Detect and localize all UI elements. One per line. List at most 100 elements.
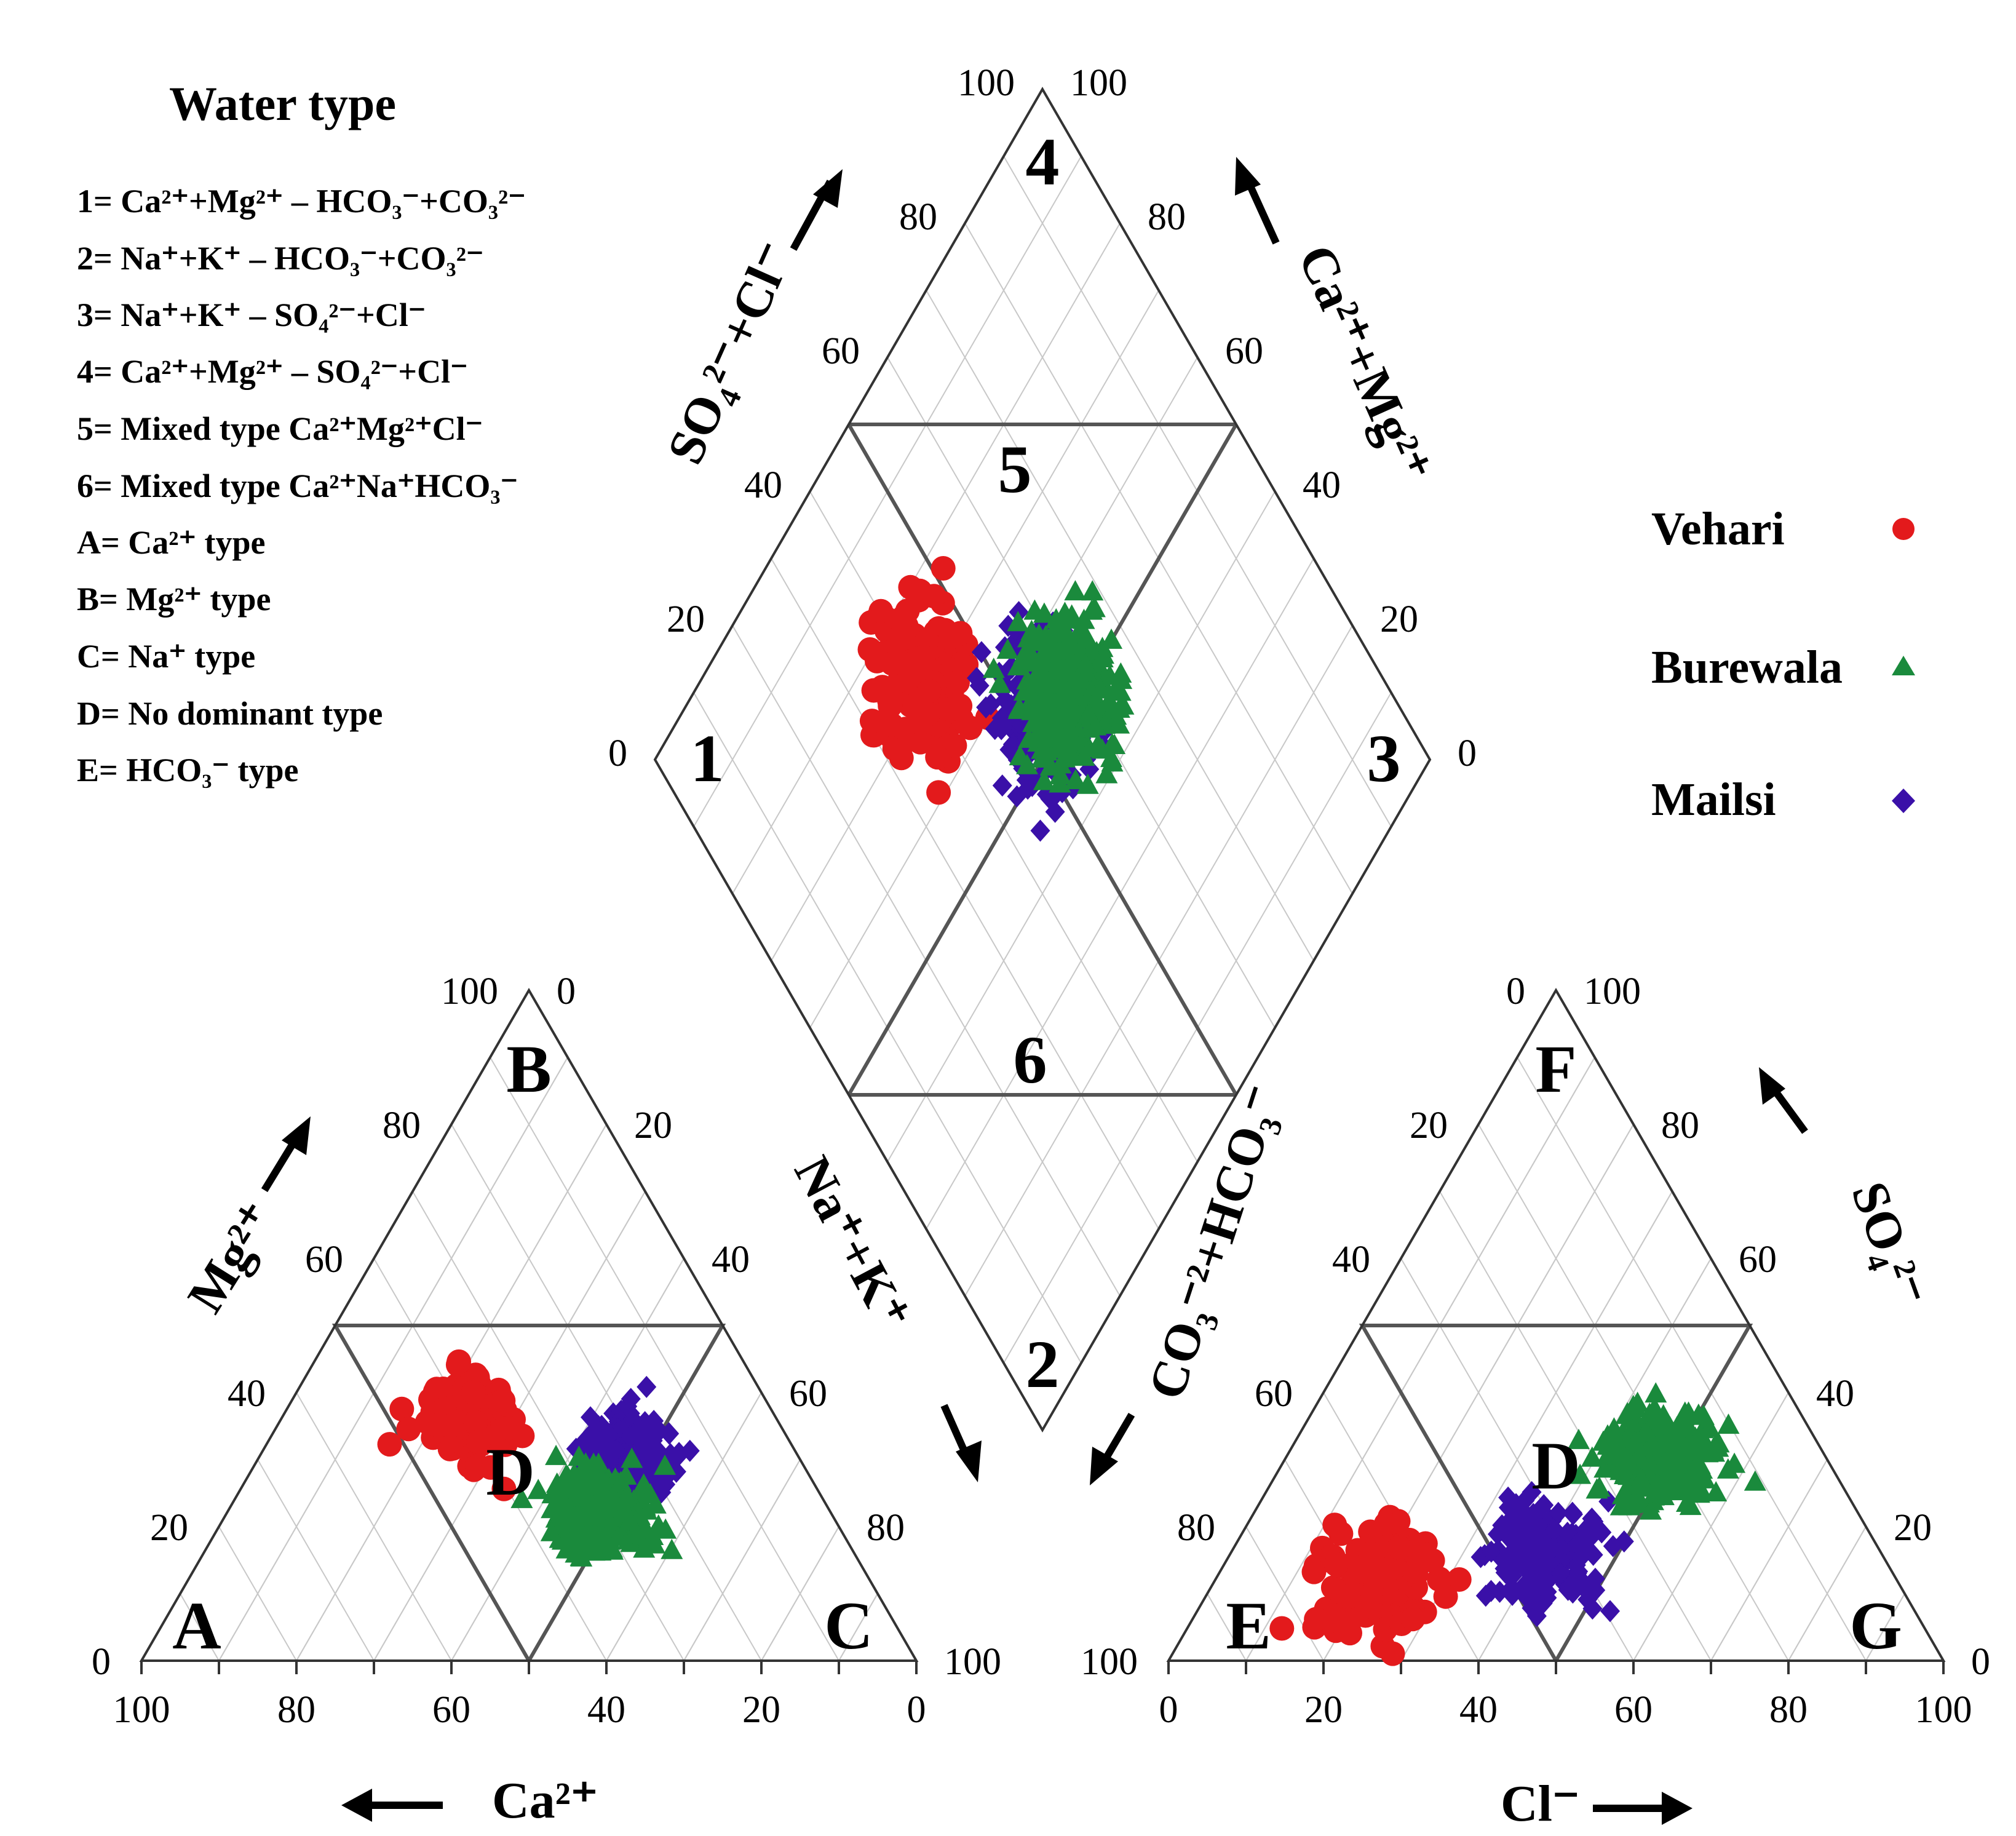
point-vehari-diamond bbox=[945, 670, 970, 695]
cation-left-axis-title: Mg²⁺ bbox=[177, 1193, 287, 1322]
point-mailsi-anion bbox=[1592, 1521, 1612, 1544]
point-burewala-anion bbox=[1705, 1480, 1728, 1501]
point-mailsi-cation bbox=[659, 1422, 679, 1445]
point-burewala-diamond bbox=[1057, 720, 1079, 741]
point-burewala-diamond bbox=[1016, 678, 1039, 699]
point-burewala-diamond bbox=[1045, 608, 1068, 629]
point-burewala-cation bbox=[545, 1444, 568, 1465]
point-burewala-cation bbox=[632, 1473, 655, 1494]
point-burewala-anion bbox=[1675, 1491, 1698, 1512]
point-burewala-cation bbox=[615, 1485, 638, 1506]
anion-right-tick-label: 20 bbox=[1894, 1507, 1932, 1549]
point-mailsi-anion bbox=[1603, 1535, 1623, 1557]
point-burewala-cation bbox=[565, 1521, 587, 1542]
cation-left-tick-label: 20 bbox=[150, 1507, 188, 1549]
point-burewala-diamond bbox=[1097, 690, 1120, 711]
point-burewala-diamond bbox=[1064, 580, 1087, 601]
anion-bottom-tick-label: 0 bbox=[1159, 1689, 1178, 1731]
point-vehari-diamond bbox=[887, 738, 913, 763]
anion-bottom-tick-label: 100 bbox=[1915, 1689, 1972, 1731]
point-vehari-diamond bbox=[890, 605, 915, 630]
point-burewala-diamond bbox=[1073, 745, 1095, 766]
anion-right-tick-label: 40 bbox=[1816, 1373, 1854, 1415]
point-mailsi-anion bbox=[1497, 1512, 1517, 1535]
region-label-6: 6 bbox=[1014, 1022, 1047, 1097]
point-burewala-diamond bbox=[1052, 621, 1075, 642]
cation-left-tick-label: 0 bbox=[92, 1641, 111, 1683]
point-burewala-diamond bbox=[1084, 715, 1107, 736]
diamond-left-tick-label: 20 bbox=[667, 598, 705, 640]
point-burewala-cation bbox=[599, 1513, 622, 1534]
cation-grid-line bbox=[412, 1191, 685, 1661]
point-vehari-anion bbox=[1338, 1621, 1362, 1646]
point-burewala-diamond bbox=[988, 672, 1011, 693]
point-burewala-cation bbox=[585, 1524, 608, 1544]
point-mailsi-diamond bbox=[1045, 800, 1065, 823]
point-mailsi-anion bbox=[1575, 1535, 1595, 1557]
point-vehari-anion bbox=[1380, 1641, 1405, 1666]
point-vehari-anion bbox=[1373, 1511, 1399, 1536]
diamond-right-tick-label: 0 bbox=[1458, 733, 1477, 774]
anion-grid-line bbox=[1245, 1057, 1595, 1661]
point-mailsi-anion bbox=[1498, 1486, 1518, 1509]
region-label-4: 4 bbox=[1026, 124, 1060, 199]
cation-right-tick-label: 100 bbox=[944, 1641, 1001, 1683]
cation-bottom-axis-title: Ca²⁺ bbox=[492, 1772, 598, 1829]
point-mailsi-anion bbox=[1495, 1561, 1515, 1584]
point-vehari-diamond bbox=[868, 598, 894, 624]
arrow-camg bbox=[1235, 157, 1280, 245]
point-mailsi-cation bbox=[621, 1388, 641, 1410]
point-vehari-diamond bbox=[942, 733, 967, 758]
cation-right-tick-label: 40 bbox=[712, 1239, 750, 1281]
anion-grid-line bbox=[1710, 1459, 1828, 1661]
anion-grid-line bbox=[1517, 1057, 1867, 1661]
point-burewala-cation bbox=[621, 1447, 643, 1468]
arrow-nak bbox=[940, 1404, 982, 1482]
point-vehari-anion bbox=[1358, 1541, 1383, 1566]
point-burewala-diamond bbox=[1108, 713, 1130, 734]
region-label-e: E bbox=[1226, 1588, 1271, 1663]
point-burewala-diamond bbox=[1033, 769, 1055, 790]
water-type-d: D= No dominant type bbox=[77, 695, 383, 732]
region-label-a: A bbox=[172, 1588, 221, 1663]
point-burewala-anion bbox=[1658, 1458, 1681, 1479]
diamond-right-tick-label: 20 bbox=[1380, 598, 1418, 640]
region-label-1: 1 bbox=[691, 721, 724, 796]
point-mailsi-diamond bbox=[976, 696, 996, 719]
point-burewala-diamond bbox=[1031, 738, 1054, 759]
point-burewala-anion bbox=[1716, 1458, 1739, 1479]
point-vehari-diamond bbox=[931, 556, 956, 581]
point-mailsi-anion bbox=[1531, 1544, 1552, 1567]
water-type-2: 2= Na⁺+K⁺ – HCO₃⁻+CO₃²⁻ bbox=[77, 240, 483, 277]
point-burewala-anion bbox=[1597, 1444, 1619, 1464]
point-burewala-anion bbox=[1693, 1404, 1715, 1425]
cation-bottom-tick-label: 0 bbox=[907, 1689, 926, 1731]
point-vehari-diamond bbox=[938, 697, 962, 721]
cation-grid-line bbox=[838, 1593, 878, 1661]
water-type-e: E= HCO₃⁻ type bbox=[77, 752, 298, 789]
cation-left-tick-label: 100 bbox=[441, 971, 498, 1012]
cation-right-axis-title: Na⁺+K⁺ bbox=[783, 1147, 921, 1340]
water-type-6: 6= Mixed type Ca²⁺Na⁺HCO₃⁻ bbox=[77, 467, 518, 504]
arrow-cl bbox=[1593, 1792, 1693, 1825]
anion-left-tick-label: 0 bbox=[1506, 971, 1525, 1012]
point-vehari-anion bbox=[1336, 1584, 1361, 1610]
point-burewala-diamond bbox=[1074, 737, 1097, 758]
point-vehari-anion bbox=[1400, 1607, 1426, 1632]
point-burewala-diamond bbox=[1017, 637, 1039, 658]
point-vehari-cation bbox=[396, 1417, 421, 1442]
point-burewala-diamond bbox=[1081, 580, 1104, 601]
point-burewala-anion bbox=[1630, 1467, 1653, 1488]
region-label-5: 5 bbox=[998, 432, 1032, 507]
point-vehari-anion bbox=[1304, 1607, 1329, 1632]
point-burewala-diamond bbox=[1038, 715, 1061, 736]
cation-grid-line bbox=[257, 1459, 375, 1661]
anion-left-tick-label: 20 bbox=[1410, 1105, 1448, 1147]
region-labels: A B C D E F G D 1 2 3 4 5 6 bbox=[172, 124, 1902, 1663]
diamond-left-tick-label: 100 bbox=[958, 62, 1015, 104]
point-burewala-anion bbox=[1621, 1418, 1643, 1439]
point-burewala-cation bbox=[599, 1539, 622, 1560]
point-mailsi-anion bbox=[1537, 1581, 1557, 1604]
tick-labels: 100 80 60 40 20 0 0 20 40 60 80 1000204060801001008… bbox=[92, 62, 1990, 1731]
point-burewala-diamond bbox=[1095, 763, 1118, 784]
